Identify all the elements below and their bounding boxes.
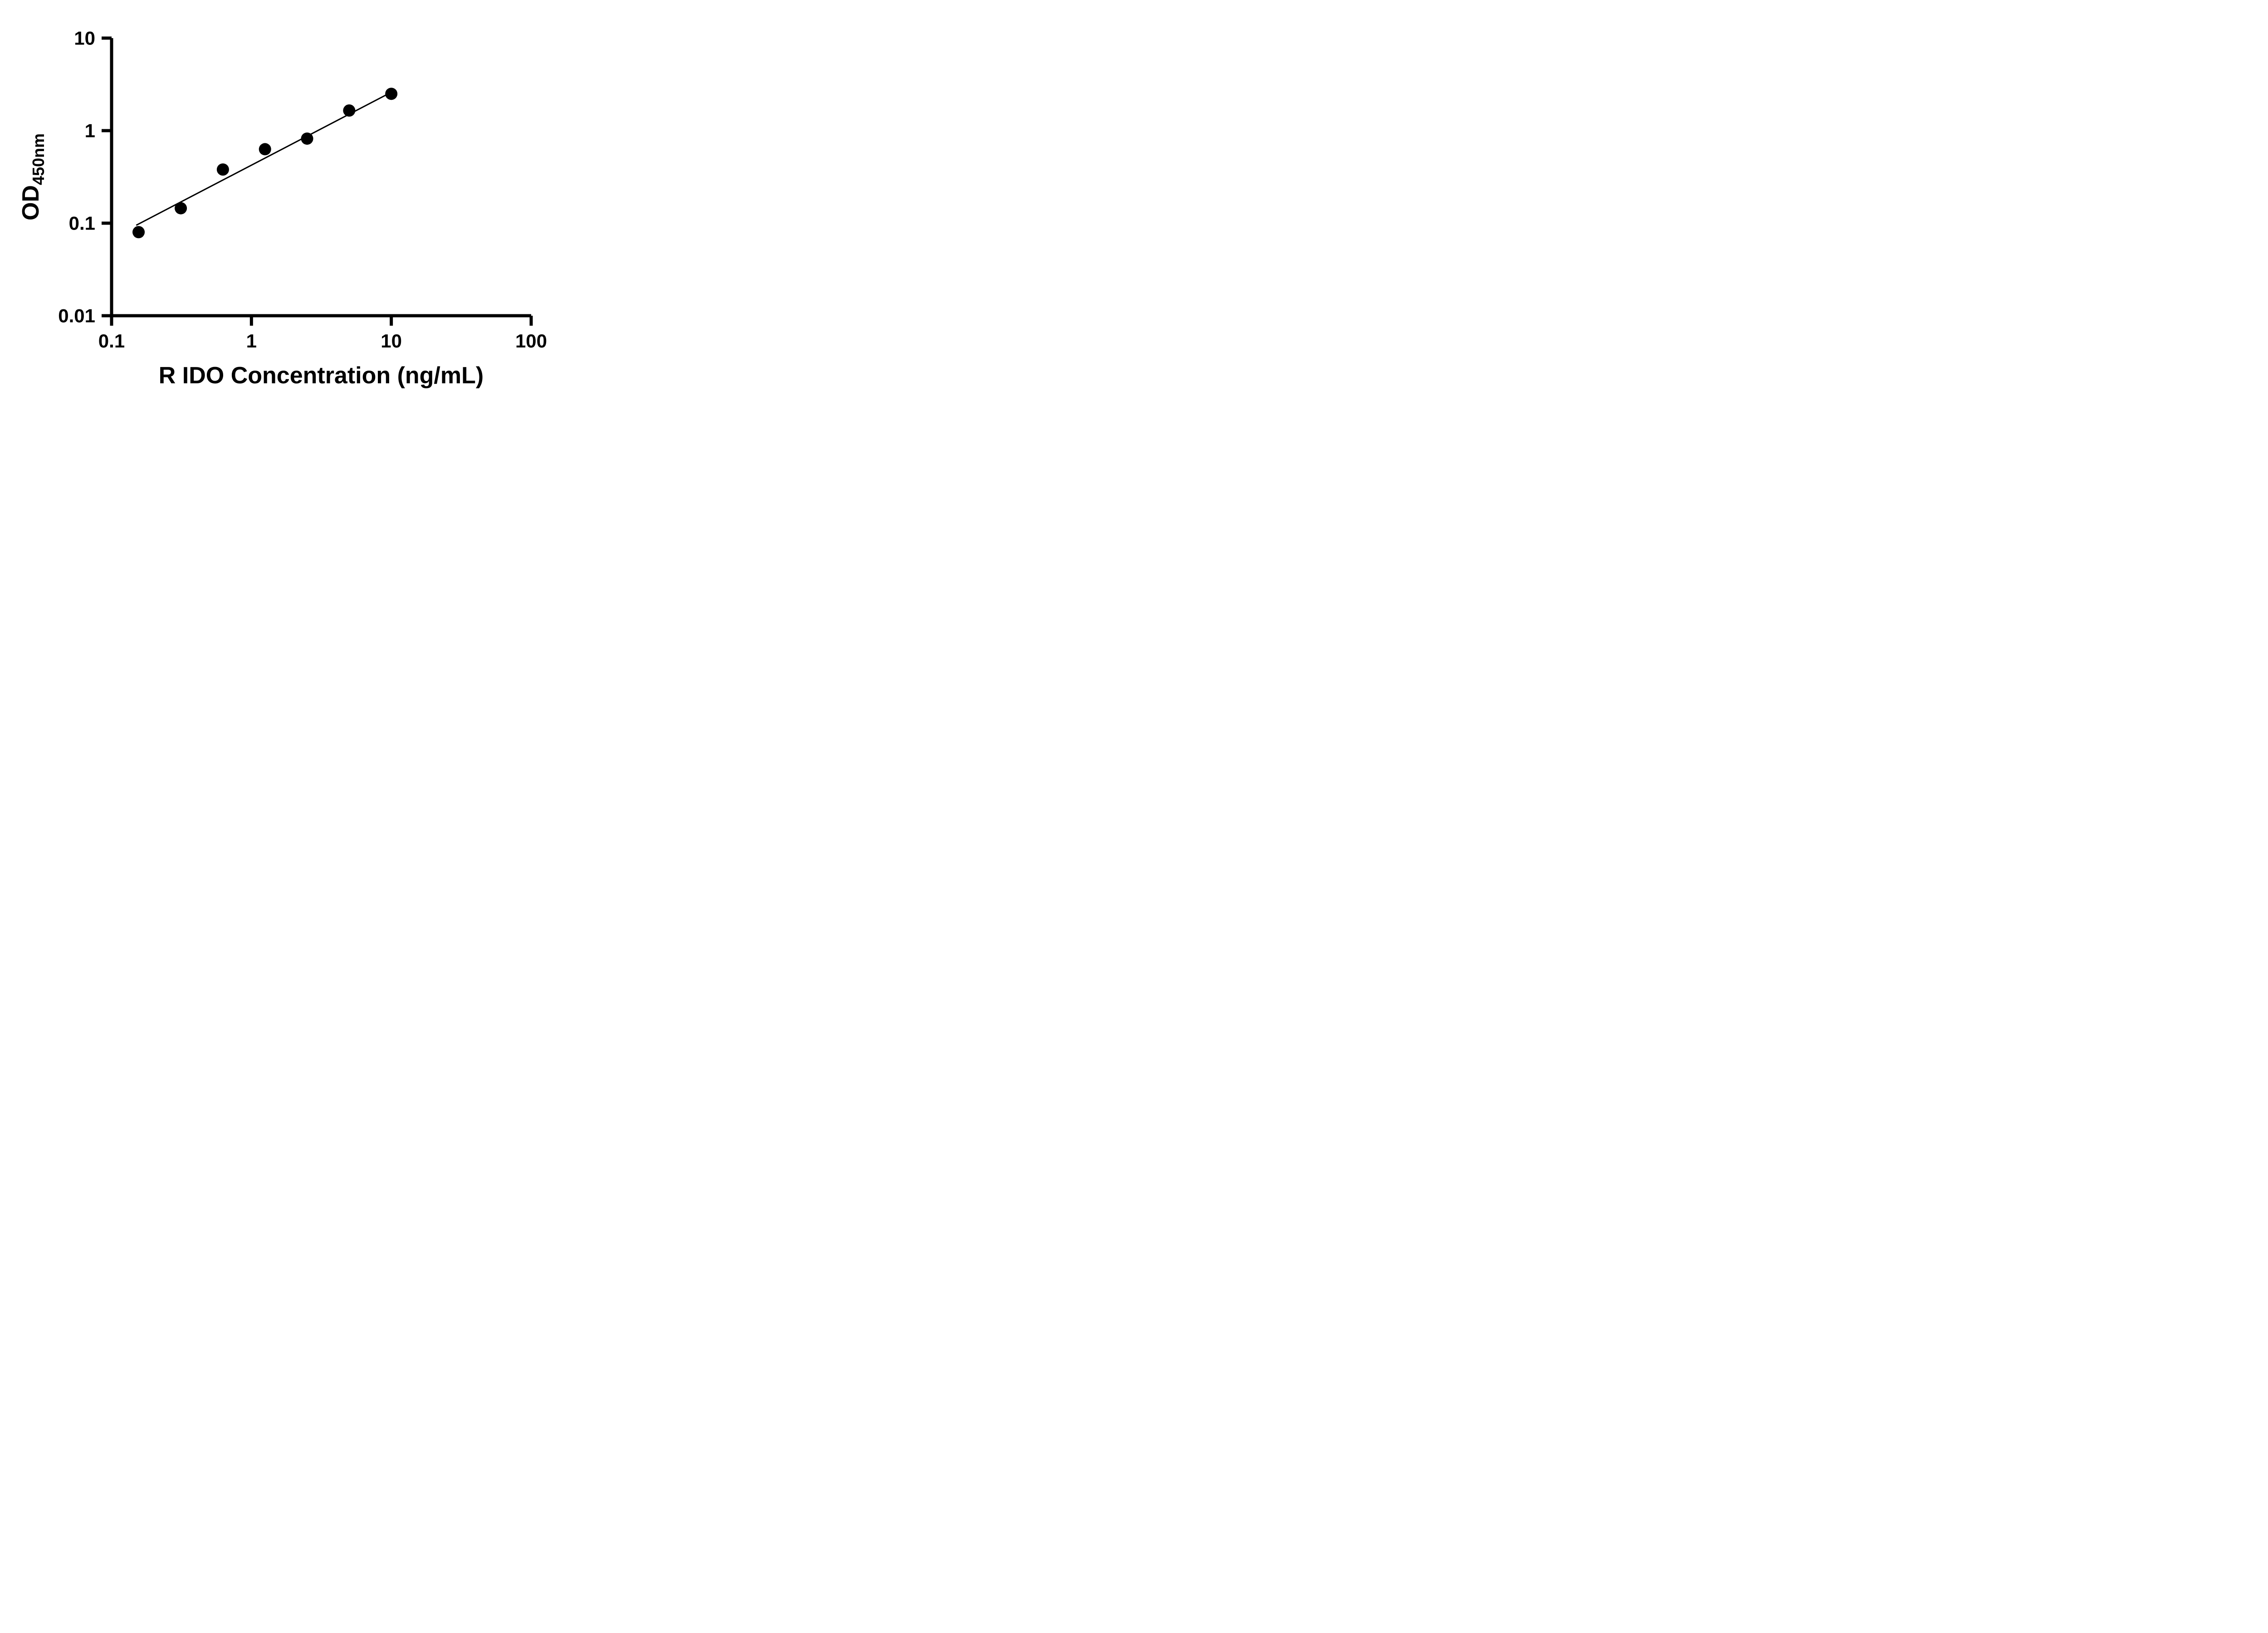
- x-tick-label: 10: [381, 330, 402, 352]
- y-axis-title-subscript: 450nm: [29, 133, 48, 185]
- y-tick-label: 1: [85, 120, 95, 142]
- data-point: [259, 143, 271, 156]
- data-point: [175, 202, 187, 215]
- data-point: [301, 132, 313, 145]
- data-point: [343, 104, 356, 117]
- x-axis-title: R IDO Concentration (ng/mL): [159, 362, 484, 389]
- y-axis-title: OD450nm: [18, 133, 48, 220]
- y-axis-title-main: OD: [18, 185, 44, 220]
- standard-curve-figure: 10 1 0.1 0.01 0.1 1 10 100 R IDO Concentration …: [0, 0, 583, 408]
- y-tick-label: 10: [74, 28, 95, 49]
- data-point: [132, 226, 145, 239]
- chart-page: 10 1 0.1 0.01 0.1 1 10 100 R IDO Concentration …: [0, 0, 583, 408]
- x-tick-label: 100: [515, 330, 547, 352]
- data-point: [216, 163, 229, 176]
- data-point: [385, 88, 398, 100]
- x-tick-label: 0.1: [98, 330, 125, 352]
- y-tick-label: 0.01: [58, 305, 95, 327]
- y-tick-label: 0.1: [69, 213, 95, 234]
- x-tick-label: 1: [246, 330, 257, 352]
